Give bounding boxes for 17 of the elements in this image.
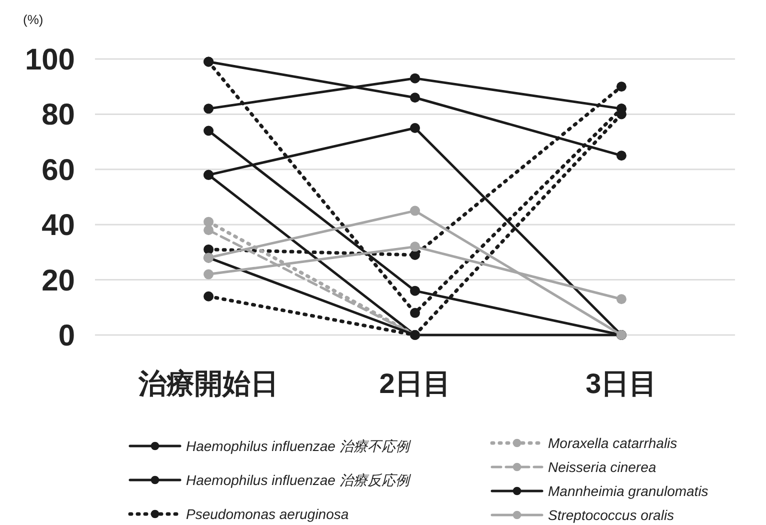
x-tick-label: 治療開始日 [138, 368, 279, 399]
x-tick-label: 3日目 [586, 368, 658, 399]
y-tick-label: 40 [42, 209, 75, 242]
y-tick-label: 100 [24, 44, 75, 76]
legend-label: Mannheimia granulomatis [548, 482, 708, 499]
y-tick-label: 80 [42, 98, 75, 132]
x-tick-label: 2日目 [379, 368, 451, 399]
legend-label: Neisseria cinerea [548, 458, 656, 475]
legend-label: Streptococcus oralis [548, 506, 674, 523]
legend-label: Pseudomonas aeruginosa [186, 506, 349, 522]
y-tick-label: 60 [42, 154, 75, 187]
y-axis-title: (%) [23, 12, 44, 27]
y-tick-label: 20 [42, 264, 75, 298]
legend-label: Haemophilus influenzae 治療反応例 [186, 472, 412, 488]
legend-label: Moraxella catarrhalis [548, 434, 678, 451]
y-tick-label: 0 [58, 320, 75, 352]
legend-label: Haemophilus influenzae 治療不応例 [186, 438, 412, 454]
